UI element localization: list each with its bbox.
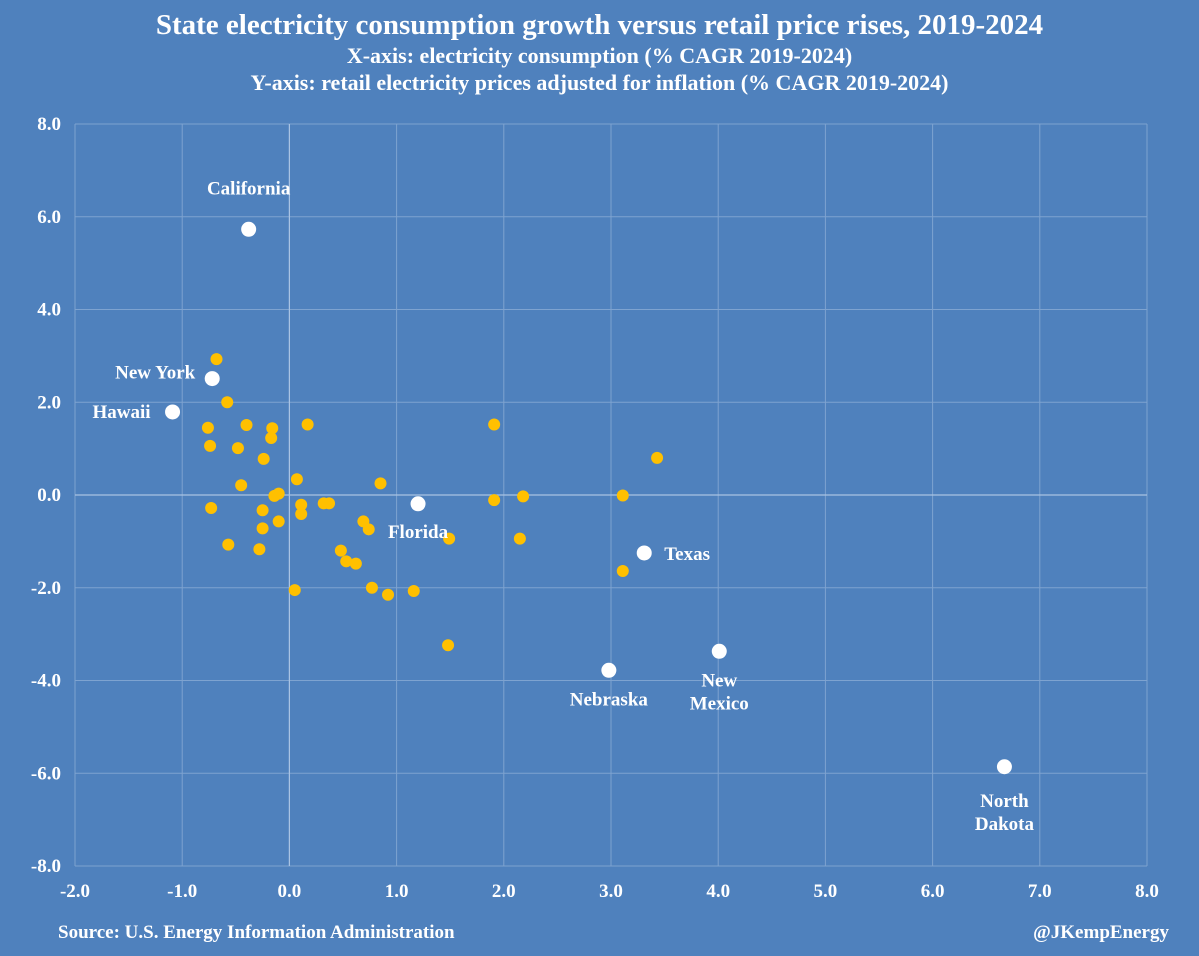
- state-point: [201, 421, 214, 434]
- state-point: [221, 396, 234, 409]
- state-point: [253, 543, 266, 556]
- state-point: [340, 555, 353, 568]
- y-tick-label: 4.0: [37, 300, 61, 321]
- state-label: North Dakota: [975, 791, 1035, 835]
- y-tick-label: -8.0: [31, 856, 61, 877]
- y-tick-label: 8.0: [37, 114, 61, 135]
- state-point: [362, 523, 375, 536]
- state-label: California: [207, 178, 291, 199]
- state-point: [488, 418, 501, 431]
- state-point: [222, 538, 235, 551]
- x-tick-label: 3.0: [599, 881, 623, 902]
- highlighted-point: [241, 221, 257, 237]
- y-tick-label: -4.0: [31, 671, 61, 692]
- x-axis-description: X-axis: electricity consumption (% CAGR …: [346, 43, 853, 68]
- state-point: [349, 557, 362, 570]
- y-tick-label: -2.0: [31, 578, 61, 599]
- data-points: [165, 221, 1012, 775]
- x-tick-label: 8.0: [1135, 881, 1159, 902]
- state-point: [204, 439, 217, 452]
- state-point: [265, 431, 278, 444]
- state-point: [301, 418, 314, 431]
- highlighted-point: [711, 643, 727, 659]
- x-tick-label: -1.0: [167, 881, 197, 902]
- state-point: [616, 565, 629, 578]
- state-point: [288, 584, 301, 597]
- chart-title: State electricity consumption growth ver…: [155, 9, 1044, 41]
- state-point: [382, 588, 395, 601]
- y-tick-label: 2.0: [37, 392, 61, 413]
- highlighted-point: [204, 371, 220, 387]
- state-point: [616, 489, 629, 502]
- x-tick-label: -2.0: [60, 881, 90, 902]
- state-point: [488, 494, 501, 507]
- highlighted-point: [410, 496, 426, 512]
- state-point: [517, 490, 530, 503]
- state-point: [295, 508, 308, 521]
- author-handle: @JKempEnergy: [1033, 922, 1169, 943]
- state-point: [374, 477, 387, 490]
- state-point: [407, 584, 420, 597]
- state-point: [266, 422, 279, 435]
- state-label: Nebraska: [570, 689, 649, 710]
- highlighted-point: [165, 404, 181, 420]
- y-axis-description: Y-axis: retail electricity prices adjust…: [250, 70, 949, 95]
- highlighted-point: [636, 545, 652, 561]
- state-label: Hawaii: [92, 402, 150, 423]
- source-note: Source: U.S. Energy Information Administ…: [58, 922, 455, 943]
- state-point: [240, 418, 253, 431]
- x-tick-label: 2.0: [492, 881, 516, 902]
- x-tick-label: 4.0: [706, 881, 730, 902]
- state-point: [334, 544, 347, 557]
- state-point: [295, 498, 308, 511]
- state-point: [210, 353, 223, 366]
- highlighted-point: [996, 759, 1012, 775]
- y-tick-label: 6.0: [37, 207, 61, 228]
- state-label: New Mexico: [690, 670, 749, 714]
- x-tick-label: 7.0: [1028, 881, 1052, 902]
- state-point: [272, 487, 285, 500]
- tick-labels: -2.0 -1.0 0.0 1.0 2.0 3.0 4.0 5.0 6.0 7.0 8.0 8.0 6.…: [31, 114, 1159, 902]
- state-label: New York: [115, 363, 195, 384]
- state-point: [256, 522, 269, 535]
- y-tick-label: -6.0: [31, 763, 61, 784]
- state-point: [651, 451, 664, 464]
- point-labels: California New York Hawaii Florida Texas Nebr…: [92, 178, 1034, 834]
- x-tick-label: 1.0: [385, 881, 409, 902]
- state-point: [443, 532, 456, 545]
- state-point: [442, 639, 455, 652]
- x-tick-label: 6.0: [921, 881, 945, 902]
- state-point: [365, 581, 378, 594]
- y-tick-label: 0.0: [37, 485, 61, 506]
- state-point: [257, 452, 270, 465]
- state-point: [256, 504, 269, 517]
- state-point: [235, 479, 248, 492]
- x-tick-label: 5.0: [814, 881, 838, 902]
- state-point: [290, 473, 303, 486]
- state-point: [323, 497, 336, 510]
- state-label: Florida: [388, 522, 449, 543]
- state-point: [205, 501, 218, 514]
- state-point: [231, 442, 244, 455]
- state-label: Texas: [664, 544, 710, 565]
- highlighted-point: [601, 662, 617, 678]
- state-point: [272, 515, 285, 528]
- state-point: [513, 532, 526, 545]
- chart-titles: State electricity consumption growth ver…: [0, 8, 1199, 96]
- axes: [75, 124, 1147, 866]
- x-tick-label: 0.0: [278, 881, 302, 902]
